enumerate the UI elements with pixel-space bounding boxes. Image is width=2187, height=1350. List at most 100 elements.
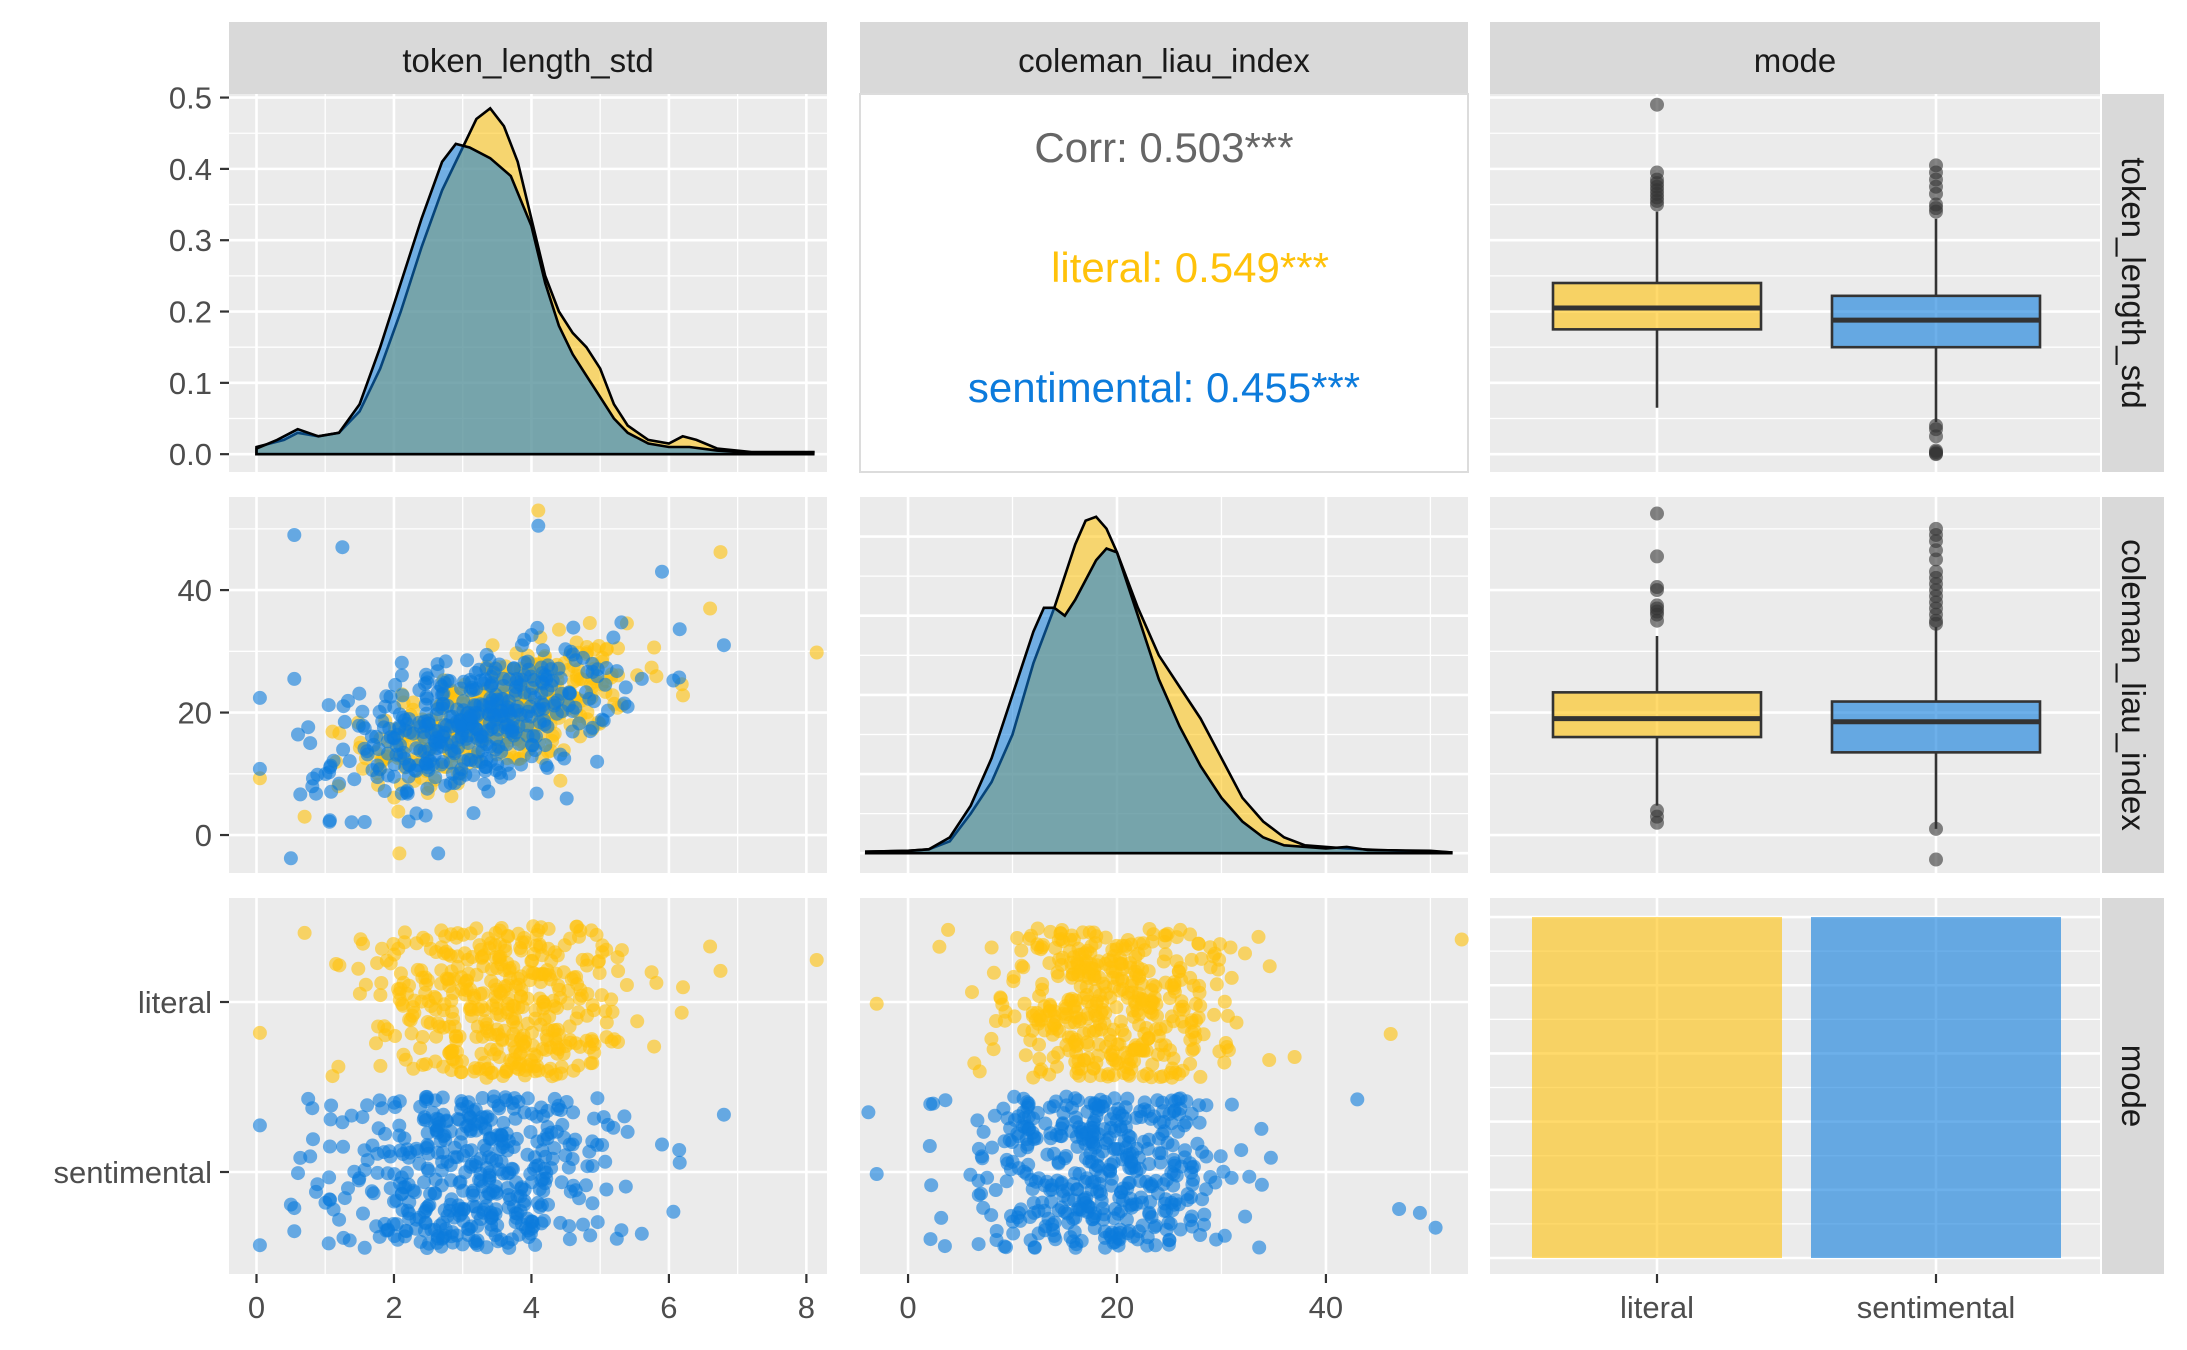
box-outlier-sentimental [1929,443,1943,458]
jitter-point-sentimental [433,1134,448,1149]
scatter-point-sentimental [469,681,483,696]
jitter-point-sentimental [1013,1202,1028,1217]
jitter-point-sentimental [1165,1138,1180,1153]
jitter-point-sentimental [531,1158,546,1173]
y-tick-mode-label: sentimental [53,1155,212,1190]
jitter-point-literal [407,993,422,1008]
scatter-point-sentimental [553,747,568,762]
scatter-point-sentimental [521,704,536,719]
jitter-point-sentimental [1151,1131,1166,1146]
jitter-point-sentimental [444,1173,459,1188]
jitter-point-literal [358,977,373,992]
jitter-point-literal [1383,1027,1398,1041]
jitter-point-sentimental [1031,1171,1046,1186]
jitter-point-sentimental [1021,1122,1036,1137]
jitter-point-sentimental [356,1206,370,1221]
jitter-point-literal [569,1011,584,1026]
strip-row-1-label: token_length_std [2115,157,2152,408]
jitter-point-sentimental [466,1188,481,1203]
jitter-point-literal [570,919,584,934]
jitter-point-sentimental [1063,1230,1078,1245]
jitter-point-sentimental [609,1231,624,1246]
jitter-point-literal [993,991,1008,1006]
jitter-point-literal [1132,936,1147,951]
jitter-point-literal [986,1042,1001,1057]
jitter-point-sentimental [1061,1215,1076,1230]
scatter-point-sentimental [383,730,398,745]
jitter-point-sentimental [355,1110,370,1125]
jitter-point-sentimental [595,1138,610,1152]
scatter-point-sentimental [399,785,414,800]
jitter-point-sentimental [520,1091,535,1106]
jitter-point-literal [535,1042,550,1056]
jitter-point-sentimental [672,1155,687,1170]
jitter-point-literal [1024,928,1038,943]
jitter-point-literal [252,1025,267,1040]
scatter-point-sentimental [370,758,385,773]
jitter-point-sentimental [399,1224,414,1239]
jitter-point-literal [520,1016,535,1031]
scatter-point-sentimental [403,725,418,740]
jitter-point-literal [1101,952,1116,967]
scatter-point-sentimental [585,664,600,679]
scatter-point-sentimental [392,721,407,736]
scatter-point-sentimental [620,699,635,714]
jitter-point-literal [1032,1037,1046,1052]
jitter-point-literal [630,1014,645,1029]
box-sentimental [1830,700,2042,754]
bar-sentimental [1811,917,2061,1258]
jitter-point-sentimental [534,1198,549,1212]
jitter-point-sentimental [420,1161,435,1176]
jitter-point-literal [580,952,595,967]
jitter-point-sentimental [498,1090,513,1105]
jitter-point-sentimental [392,1128,407,1143]
density-sentimental [255,142,815,456]
scatter-point-sentimental [301,720,316,735]
scatter-point-sentimental [430,702,445,717]
jitter-point-sentimental [1051,1203,1066,1218]
jitter-point-literal [428,1054,443,1069]
x-tick-token-length-std-label: 6 [660,1290,677,1325]
jitter-point-sentimental [451,1198,466,1213]
jitter-point-literal [456,927,471,942]
jitter-point-sentimental [375,1101,390,1116]
jitter-point-sentimental [1213,1149,1228,1164]
scatter-point-sentimental [394,655,409,670]
jitter-point-sentimental [553,1215,568,1230]
scatter-point-sentimental [466,768,481,783]
y-tick-mode-label: literal [138,985,212,1020]
jitter-point-literal [941,922,956,937]
strip-row-2 [2102,497,2164,873]
jitter-point-sentimental [463,1111,477,1125]
scatter-point-sentimental [483,753,498,768]
jitter-point-literal [965,985,979,1000]
jitter-point-literal [1207,1007,1222,1022]
scatter-point-sentimental [332,776,347,791]
y-tick-density-label: 0.3 [169,223,212,258]
scatter-point-sentimental [614,615,629,630]
scatter-point-sentimental [529,786,544,801]
jitter-point-literal [1193,1069,1208,1084]
scatter-point-sentimental [293,787,308,802]
jitter-point-literal [404,1026,419,1041]
jitter-point-sentimental [1051,1155,1066,1170]
jitter-point-literal [369,1036,383,1051]
jitter-point-literal [594,988,609,1003]
jitter-point-sentimental [1104,1178,1119,1193]
scatter-point-sentimental [342,754,357,769]
scatter-point-sentimental [395,688,410,703]
scatter-point-literal [703,601,718,616]
x-tick-token-length-std-label: 0 [248,1290,265,1325]
jitter-point-literal [434,963,449,978]
jitter-point-sentimental [988,1183,1003,1197]
jitter-point-literal [573,1039,588,1054]
jitter-point-sentimental [1096,1212,1111,1227]
jitter-point-sentimental [536,1184,551,1199]
jitter-point-sentimental [369,1219,384,1234]
jitter-point-literal [454,1065,469,1080]
jitter-point-literal [932,939,947,954]
jitter-point-sentimental [1195,1144,1210,1159]
jitter-point-literal [483,1042,498,1057]
jitter-point-literal [1136,1069,1151,1084]
